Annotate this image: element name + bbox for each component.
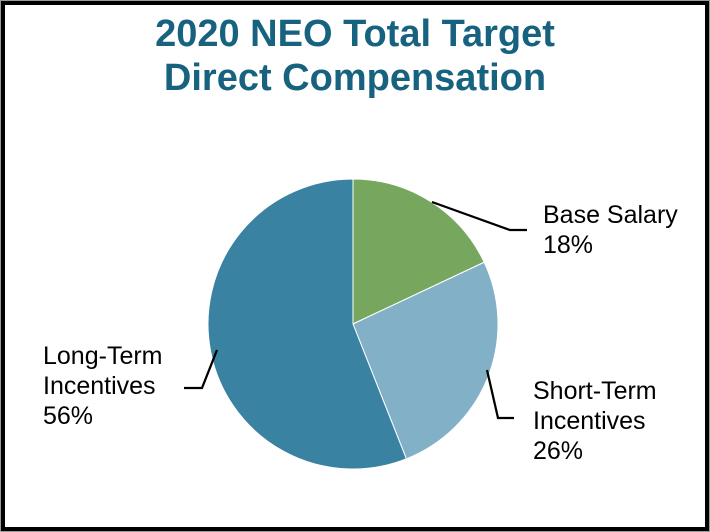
chart-title: 2020 NEO Total Target Direct Compensatio… <box>0 12 710 100</box>
pie-slice-base-salary <box>352 178 485 325</box>
callout-long-term-label1: Long-Term <box>43 342 163 370</box>
leader-line-base-salary <box>431 200 527 232</box>
callout-long-term-value: 56% <box>43 402 94 430</box>
callout-base-salary-value: 18% <box>543 231 594 259</box>
leader-line-long-term <box>184 349 219 390</box>
callout-base-salary-label: Base Salary <box>543 201 678 229</box>
callout-long-term-label2: Incentives <box>43 372 156 400</box>
callout-short-term-value: 26% <box>533 437 584 465</box>
chart-title-line2: Direct Compensation <box>163 57 547 99</box>
pie-slice-long-term-incentives <box>207 178 407 470</box>
leader-line-short-term <box>485 369 514 420</box>
callout-short-term-label2: Incentives <box>533 407 646 435</box>
callout-short-term: Short-Term Incentives 26% <box>533 376 657 466</box>
callout-short-term-label1: Short-Term <box>533 377 657 405</box>
callout-long-term: Long-Term Incentives 56% <box>43 341 163 431</box>
callout-base-salary: Base Salary 18% <box>543 200 678 260</box>
chart-title-line1: 2020 NEO Total Target <box>155 13 555 55</box>
